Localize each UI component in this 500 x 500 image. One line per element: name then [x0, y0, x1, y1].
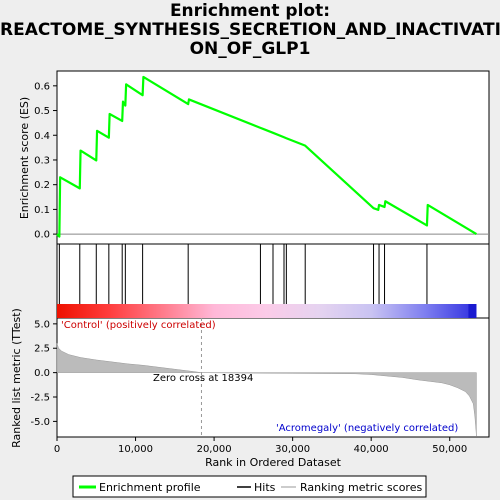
es-y-tick-label: 0.4 [34, 131, 50, 142]
es-y-tick-label: 0.2 [34, 180, 50, 191]
x-axis: 0 10,000 20,000 30,000 40,000 50,000 [54, 437, 467, 455]
es-y-tick-label: 0.0 [34, 230, 50, 241]
metric-y-tick-label: 2.5 [34, 344, 50, 355]
metric-y-label: Ranked list metric (TTest) [10, 308, 23, 448]
legend-hits-label: Hits [254, 481, 276, 494]
es-panel [56, 70, 490, 245]
metric-y-tick-label: -2.5 [30, 393, 50, 404]
es-y-axis: 0.0 0.1 0.2 0.3 0.4 0.5 0.6 [34, 81, 57, 241]
chart-title: Enrichment plot: REACTOME_SYNTHESIS_SECR… [0, 2, 500, 59]
es-y-tick-label: 0.3 [34, 155, 50, 166]
x-tick-label: 30,000 [275, 444, 310, 455]
metric-y-axis: -5.0 -2.5 0.0 2.5 5.0 [30, 319, 57, 428]
enrichment-profile [56, 75, 477, 238]
heatmap-rect [57, 304, 477, 318]
x-axis-label: Rank in Ordered Dataset [205, 456, 342, 469]
metric-y-tick-label: 0.0 [34, 368, 50, 379]
es-y-tick-label: 0.5 [34, 106, 50, 117]
metric-y-tick-label: -5.0 [30, 417, 50, 428]
x-tick-label: 40,000 [354, 444, 389, 455]
x-tick-label: 20,000 [197, 444, 232, 455]
positive-label: 'Control' (positively correlated) [61, 320, 216, 331]
x-tick-label: 50,000 [432, 444, 467, 455]
es-y-tick-label: 0.1 [34, 205, 50, 216]
ranking-metric-series [56, 343, 477, 437]
metric-y-tick-label: 5.0 [34, 319, 50, 330]
rank-heatmap-bar [57, 304, 477, 318]
title-line-3: ON_OF_GLP1 [189, 39, 311, 59]
title-line-2: REACTOME_SYNTHESIS_SECRETION_AND_INACTIV… [0, 20, 500, 40]
title-line-1: Enrichment plot: [169, 1, 331, 21]
es-y-tick-label: 0.6 [34, 81, 50, 92]
negative-label: 'Acromegaly' (negatively correlated) [276, 423, 458, 434]
es-y-label: Enrichment score (ES) [18, 97, 31, 219]
enrichment-profile-line [56, 75, 477, 238]
ranking-metric-area [56, 318, 477, 437]
legend-profile-label: Enrichment profile [99, 481, 201, 494]
hit-marks [58, 244, 428, 304]
x-tick-label: 10,000 [118, 444, 153, 455]
heatmap-end [468, 304, 477, 318]
legend-metric-label: Ranking metric scores [300, 481, 422, 494]
zero-cross-label: Zero cross at 18394 [153, 373, 253, 384]
x-tick-label: 0 [54, 444, 60, 455]
